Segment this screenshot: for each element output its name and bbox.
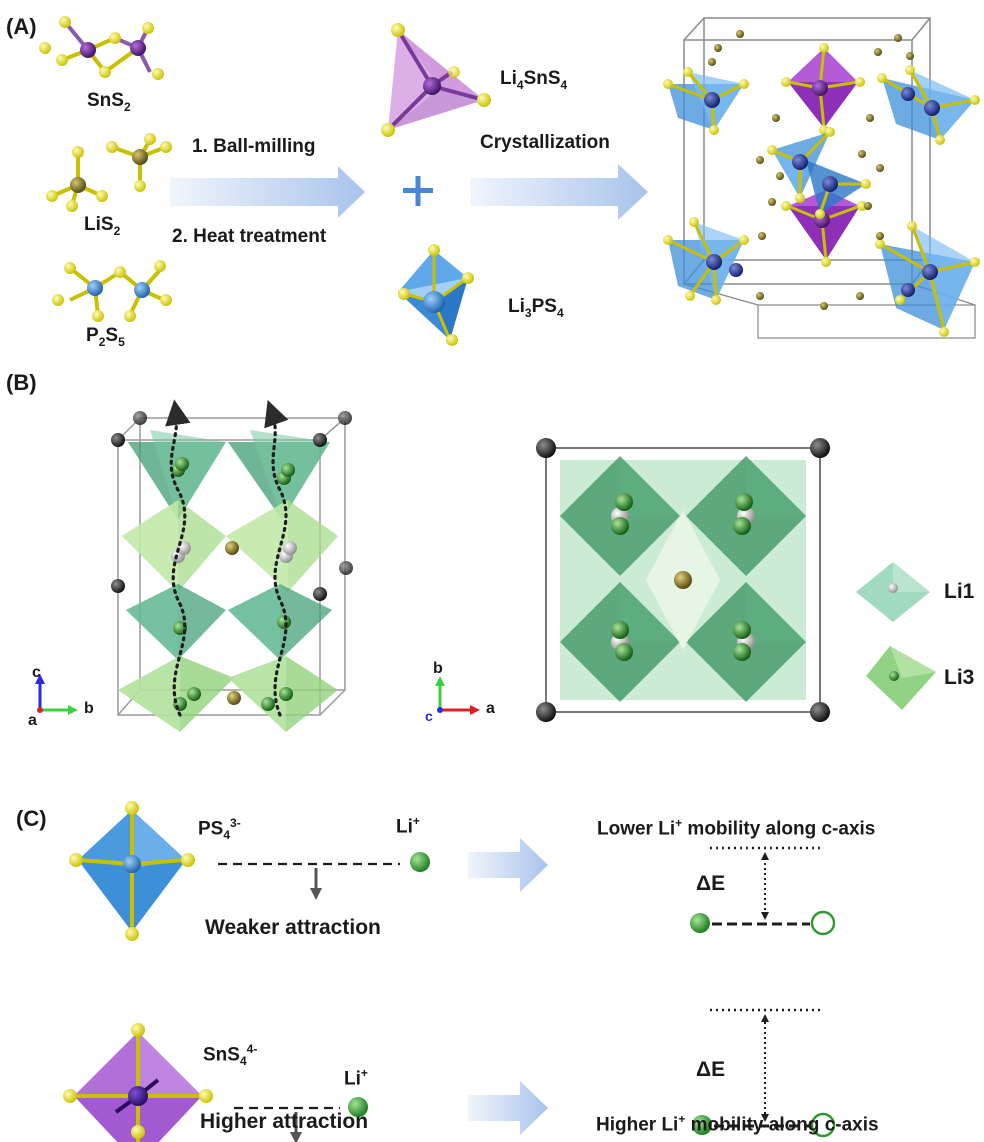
right-axis-b-label: b <box>433 660 443 677</box>
top-down-arrow <box>310 888 322 900</box>
bottom-li-label: Li+ <box>344 1066 368 1090</box>
top-li-label: Li+ <box>396 814 420 838</box>
right-axes-triad <box>435 676 480 715</box>
weaker-attraction-label: Weaker attraction <box>205 916 381 939</box>
li3ps4-tetrahedron <box>397 244 474 346</box>
panel-c-label: (C) <box>16 806 47 831</box>
lis2-label: LiS2 <box>84 214 121 238</box>
lis2-molecule <box>46 133 172 212</box>
left-axis-b-label: b <box>84 700 94 717</box>
ps4-ion-label: PS43- <box>198 816 241 843</box>
bottom-li-atom <box>348 1097 368 1117</box>
left-unit-cell <box>111 399 353 732</box>
process-arrow-1 <box>170 166 365 218</box>
top-delta-e-label: ΔE <box>696 872 726 895</box>
li-pathway-right <box>264 399 289 717</box>
left-axis-c-label: c <box>32 664 41 681</box>
li4sns4-tetrahedron <box>381 23 491 137</box>
li3ps4-label: Li3PS4 <box>508 296 564 320</box>
ps4-tetrahedron <box>69 801 195 941</box>
sns2-molecule <box>39 16 164 80</box>
left-axis-a-label: a <box>28 712 37 729</box>
panel-a-graphics <box>39 16 980 346</box>
higher-mobility-label: Higher Li+ mobility along c-axis <box>596 1112 879 1136</box>
bottom-down-arrow <box>290 1132 302 1142</box>
plus-sign <box>403 176 433 206</box>
sns2-label: SnS2 <box>87 90 131 114</box>
step-ball-milling: 1. Ball-milling <box>192 136 316 157</box>
p2s5-molecule <box>52 260 172 322</box>
legend-li1-icon <box>856 562 930 622</box>
left-axes-triad <box>35 674 78 715</box>
li4sns4-li3ps4-unit-cell <box>663 17 980 339</box>
energy-diagram-bottom <box>692 1008 836 1138</box>
sns4-ion-label: SnS44- <box>203 1042 258 1069</box>
panel-a-label: (A) <box>6 14 37 39</box>
right-unit-cell <box>536 438 830 722</box>
step-heat-treatment: 2. Heat treatment <box>172 226 327 247</box>
bottom-delta-e-label: ΔE <box>696 1058 726 1081</box>
energy-diagram-top <box>690 846 836 936</box>
result-arrow-top <box>468 838 548 892</box>
crystallization-label: Crystallization <box>480 132 610 153</box>
li-pathway-left <box>165 399 191 717</box>
p2s5-label: P2S5 <box>86 325 125 349</box>
legend-li3-label: Li3 <box>944 666 975 689</box>
right-axis-c-label: c <box>425 708 433 724</box>
top-li-atom <box>410 852 430 872</box>
legend-li1-label: Li1 <box>944 580 975 603</box>
li4sns4-label: Li4SnS4 <box>500 68 568 92</box>
sns4-tetrahedron <box>63 1023 213 1142</box>
legend-li3-icon <box>866 646 936 710</box>
panel-b-label: (B) <box>6 370 37 395</box>
panel-c-graphics <box>63 801 836 1142</box>
panel-b-graphics <box>35 399 936 732</box>
higher-attraction-label: Higher attraction <box>200 1110 369 1133</box>
lower-mobility-label: Lower Li+ mobility along c-axis <box>597 816 876 840</box>
process-arrow-2 <box>470 164 648 220</box>
result-arrow-bottom <box>468 1081 548 1135</box>
right-axis-a-label: a <box>486 700 495 717</box>
